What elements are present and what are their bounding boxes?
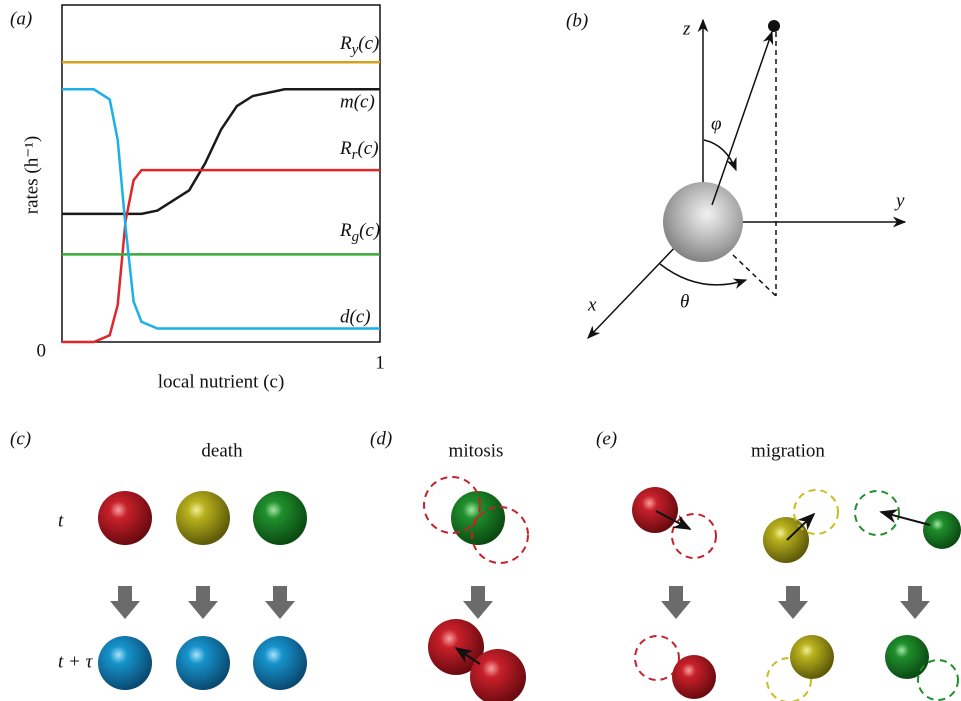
cell [672, 655, 716, 699]
cell [451, 491, 505, 545]
series-label: Rr(c) [339, 138, 379, 163]
transition-arrows [110, 586, 930, 619]
panel-title: migration [751, 440, 825, 461]
y-axis-label: rates (h⁻¹) [21, 136, 42, 215]
series-label: Rg(c) [339, 220, 380, 245]
y-tick-label: 0 [37, 340, 47, 361]
angle-label: θ [680, 291, 689, 312]
panel-a: (a) rates (h⁻¹) local nutrient (c) 0 1 Ry(… [10, 5, 385, 392]
series-line [62, 89, 380, 328]
panel-label: (e) [596, 428, 617, 449]
axis-label: y [894, 190, 905, 211]
transition-arrow [188, 586, 218, 619]
cell [253, 491, 307, 545]
phi-arc [704, 140, 736, 170]
x-axis-label: local nutrient (c) [158, 371, 285, 392]
panel-label: (c) [10, 428, 31, 449]
panel-label: (a) [10, 8, 32, 29]
cell [98, 491, 152, 545]
time-label: t [58, 510, 64, 531]
arrow [881, 512, 930, 525]
ghost-cell [672, 514, 716, 558]
series-label: Ry(c) [339, 33, 379, 58]
x-axis [588, 242, 680, 338]
angle-label: φ [711, 113, 722, 134]
sphere [663, 182, 743, 262]
cell [790, 635, 834, 679]
cell [763, 517, 809, 563]
panel-title: death [201, 440, 243, 461]
cell [923, 511, 961, 549]
cell [176, 491, 230, 545]
cell [253, 636, 307, 690]
axis-label: z [682, 18, 691, 39]
time-label: t + τ [58, 651, 94, 672]
point [768, 20, 780, 32]
transition-arrow [463, 586, 493, 619]
cell [885, 635, 929, 679]
panel-label: (d) [370, 428, 392, 449]
plot-frame [62, 5, 380, 342]
series-line [62, 170, 380, 342]
figure: (a) rates (h⁻¹) local nutrient (c) 0 1 Ry(… [0, 0, 961, 701]
transition-arrow [778, 586, 808, 619]
series-label: m(c) [340, 91, 375, 112]
panel-title: mitosis [449, 440, 504, 461]
projection [733, 255, 776, 296]
theta-arc [660, 264, 746, 285]
transition-arrow [265, 586, 295, 619]
transition-arrow [900, 586, 930, 619]
ghost-cell [918, 660, 958, 700]
transition-arrow [661, 586, 691, 619]
x-tick-label: 1 [375, 352, 385, 373]
cell [98, 636, 152, 690]
series-line [62, 89, 380, 214]
cell [632, 487, 678, 533]
cell [176, 636, 230, 690]
panel-b [588, 20, 905, 338]
ghost-cell [855, 491, 899, 535]
panel-label: (b) [566, 10, 588, 31]
transition-arrow [110, 586, 140, 619]
axis-label: x [587, 294, 597, 315]
series-label: d(c) [340, 306, 371, 327]
